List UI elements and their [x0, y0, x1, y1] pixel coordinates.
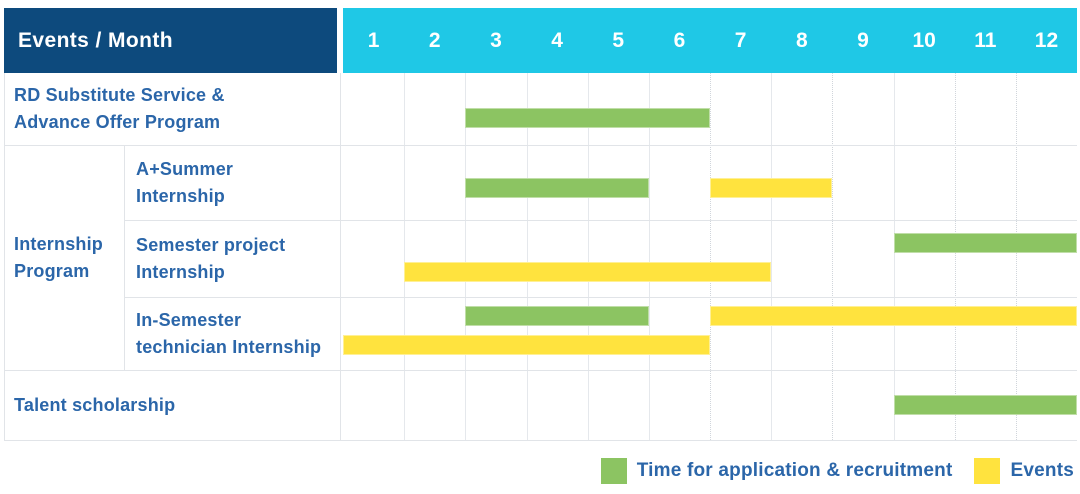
- gantt-bar-application: [465, 178, 649, 198]
- row-border-line: [124, 297, 1077, 298]
- legend-label: Events: [1010, 460, 1074, 481]
- row-label-line: Advance Offer Program: [14, 112, 221, 132]
- month-header-cell: 3: [490, 28, 502, 52]
- label-column-divider: [340, 73, 341, 440]
- row-label-line: RD Substitute Service &: [14, 85, 225, 105]
- month-header-row: 1 2 3 4 5 6 7 8 9 10 11 12: [343, 8, 1077, 73]
- row-label-line: Program: [14, 260, 90, 281]
- group-label-internship-program: Internship Program: [4, 145, 124, 370]
- row-label-a-plus-summer: A+Summer Internship: [124, 145, 340, 220]
- gantt-bar-event: [710, 178, 833, 198]
- month-gridline: [893, 73, 895, 440]
- month-gridline: [648, 73, 650, 440]
- legend-label: Time for application & recruitment: [636, 460, 953, 481]
- gantt-bar-event: [404, 262, 772, 282]
- month-gridline: [710, 73, 711, 440]
- legend: Time for application & recruitment Events: [600, 458, 1074, 484]
- sub-label-divider: [124, 145, 125, 370]
- row-label-line: In-Semester: [136, 309, 242, 330]
- row-border-line: [4, 440, 1077, 441]
- row-border-line: [124, 220, 1077, 221]
- month-header-cell: 11: [974, 28, 997, 52]
- gantt-bar-application: [893, 233, 1077, 253]
- row-label-line: Internship: [136, 185, 226, 206]
- month-header-cell: 9: [857, 28, 869, 52]
- month-header-cell: 10: [912, 28, 936, 52]
- legend-item: Events: [974, 458, 1074, 484]
- month-header-cell: 6: [673, 28, 686, 52]
- month-gridline: [771, 73, 773, 440]
- month-header-cell: 12: [1034, 28, 1059, 52]
- month-header-cell: 8: [795, 28, 808, 52]
- row-border-line: [4, 370, 1077, 371]
- month-gridline: [1015, 73, 1017, 440]
- month-gridline: [465, 73, 467, 440]
- header-corner-cell: Events / Month: [4, 8, 337, 73]
- gantt-bar-application: [465, 108, 710, 128]
- row-label-line: Internship: [136, 261, 226, 282]
- month-gridline: [526, 73, 528, 440]
- row-label-line: Internship: [14, 233, 104, 254]
- month-gridline: [404, 73, 406, 440]
- row-label-semester-project: Semester project Internship: [124, 220, 340, 297]
- month-gridline: [587, 73, 589, 440]
- header-corner-label: Events / Month: [18, 28, 173, 52]
- gantt-bar-event: [343, 335, 710, 355]
- table-left-border: [4, 73, 5, 440]
- row-border-line: [4, 145, 1077, 146]
- month-header-cell: 4: [551, 28, 563, 52]
- month-header-cell: 1: [367, 28, 380, 52]
- gantt-bar-application: [893, 395, 1077, 415]
- month-header-cell: 5: [612, 28, 625, 52]
- row-label-line: Talent scholarship: [14, 394, 176, 415]
- row-label-line: Semester project: [136, 234, 286, 255]
- row-label-line: A+Summer: [136, 158, 234, 179]
- gantt-bar-event: [710, 306, 1077, 326]
- gantt-bar-application: [465, 306, 649, 326]
- row-label-talent-scholarship: Talent scholarship: [4, 370, 337, 440]
- month-header-cell: 2: [428, 28, 441, 52]
- legend-item: Time for application & recruitment: [600, 458, 953, 484]
- row-label-in-semester-technician: In-Semester technician Internship: [124, 297, 340, 370]
- row-label-rd-substitute: RD Substitute Service & Advance Offer Pro…: [4, 73, 337, 145]
- green-swatch-icon: [600, 458, 627, 484]
- month-gridline: [832, 73, 834, 440]
- month-header-cell: 7: [734, 28, 747, 52]
- month-gridline: [954, 73, 956, 440]
- yellow-swatch-icon: [974, 458, 1001, 484]
- row-label-line: technician Internship: [136, 336, 322, 357]
